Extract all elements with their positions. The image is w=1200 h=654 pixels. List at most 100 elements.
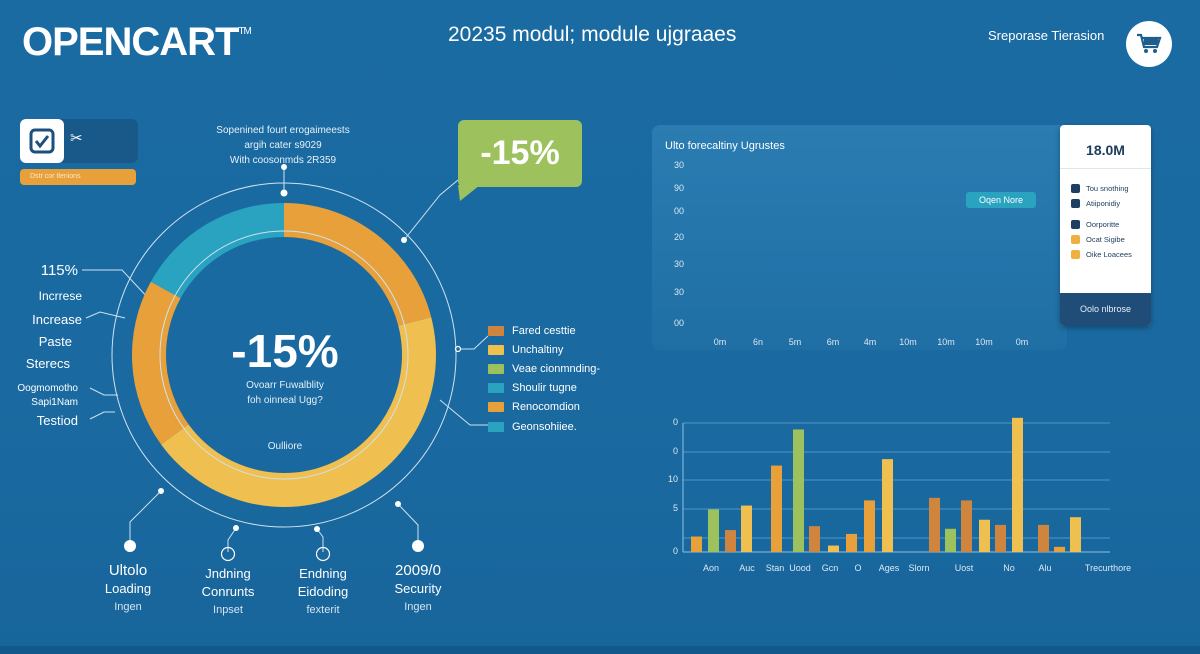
top-note-line: With coosonmds 2R359	[229, 155, 337, 166]
x-tick-label: 6m	[826, 337, 840, 347]
summary-item-label: Tou snothing	[1086, 184, 1129, 193]
legend-item: Unchaltiny	[488, 340, 600, 359]
left-label: Sapi1Nam	[31, 397, 78, 408]
forecast-panel	[652, 125, 1067, 350]
bottom-label-note: Ingen	[404, 601, 432, 613]
donut-center-value: -15%	[231, 325, 339, 377]
connector-dots	[124, 164, 424, 552]
bar	[793, 429, 804, 552]
callout-badge: -15%	[458, 120, 582, 187]
summary-item[interactable]: Oorporitte	[1071, 217, 1151, 232]
page-title: 20235 modul; module ujgraaes	[448, 23, 737, 46]
shopping-cart-button[interactable]	[1126, 21, 1172, 67]
legend-swatch	[488, 363, 504, 374]
summary-item-label: Oike Loacees	[1086, 250, 1132, 259]
legend-item: Veae cionmnding-	[488, 359, 600, 378]
axis-tick-label: 10	[667, 474, 678, 484]
legend-swatch	[488, 383, 504, 394]
legend-label: Geonsohiiee.	[512, 420, 577, 433]
footer-strip	[0, 646, 1200, 654]
x-tick-label: 5m	[788, 337, 802, 347]
legend-item: Renocomdion	[488, 398, 600, 417]
axis-tick-label: 0	[672, 546, 678, 556]
x-tick-label: Uost	[954, 563, 974, 573]
legend-label: Veae cionmnding-	[512, 362, 601, 375]
side-summary-card: 18.0M Tou snothing Atiiponidiy Oorporitt…	[1060, 125, 1151, 326]
bar	[929, 497, 940, 552]
legend-swatch	[488, 421, 504, 432]
bottom-label: Endning Eidoding fexterit	[268, 565, 378, 619]
bottom-label-title: 2009/0	[395, 562, 441, 579]
bar	[741, 505, 752, 552]
donut-slice	[161, 317, 436, 507]
item-icon	[1071, 220, 1080, 229]
bar	[864, 500, 875, 552]
bar	[725, 530, 736, 552]
x-tick-label: Gcn	[821, 563, 839, 573]
left-label: Oogmomotho	[17, 383, 78, 394]
x-tick-label: No	[1003, 563, 1015, 573]
left-label: 115%	[40, 262, 78, 279]
axis-tick-label: 0	[672, 446, 678, 456]
summary-item[interactable]: Atiiponidiy	[1071, 196, 1151, 211]
left-label: Testiod	[36, 413, 78, 428]
donut-center-foot: Oulliore	[267, 441, 303, 452]
summary-item[interactable]: Tou snothing	[1071, 181, 1151, 196]
bar	[995, 524, 1006, 552]
bottom-label-note: Ingen	[114, 601, 142, 613]
item-icon	[1071, 199, 1080, 208]
axis-tick-label: 00	[673, 318, 684, 328]
summary-item-label: Atiiponidiy	[1086, 199, 1121, 208]
callout-tail	[458, 185, 480, 201]
bar	[828, 545, 839, 552]
axis-tick-label: 0	[672, 417, 678, 427]
summary-value: 18.0M	[1060, 125, 1151, 169]
axis-tick-label: 30	[673, 259, 684, 269]
x-tick-label: Uood	[789, 563, 811, 573]
bar	[882, 459, 893, 552]
legend-item: Shoulir tugne	[488, 379, 600, 398]
legend-swatch	[488, 325, 504, 336]
x-tick-label: 6n	[752, 337, 763, 347]
axis-tick-label: 20	[673, 232, 684, 242]
axis-tick-label: 90	[673, 183, 684, 193]
summary-item[interactable]: Oike Loacees	[1071, 247, 1151, 262]
legend-label: Fared cesttie	[512, 324, 576, 337]
shopping-cart-icon	[1137, 33, 1162, 53]
bar	[708, 509, 719, 552]
legend-swatch	[488, 402, 504, 413]
bar	[691, 536, 702, 552]
bottom-label-title: Endning	[299, 566, 347, 581]
item-icon	[1071, 235, 1080, 244]
bar	[979, 519, 990, 552]
bottom-label-title: Ultolo	[108, 562, 148, 579]
bottom-label: Ultolo Loading Ingen	[73, 562, 183, 616]
open-more-button[interactable]: Oqen Nore	[966, 192, 1036, 208]
x-tick-label: 4m	[863, 337, 877, 347]
x-tick-label: 10m	[975, 337, 993, 347]
summary-footer-button[interactable]: Oolo nlbrose	[1060, 293, 1151, 326]
x-tick-label: 0m	[713, 337, 727, 347]
bottom-label-title: Jndning	[205, 566, 251, 581]
bar	[771, 465, 782, 552]
legend-item: Fared cesttie	[488, 321, 600, 340]
header-subtitle: Sreporase Tierasion	[988, 28, 1105, 43]
logo-tm: TM	[238, 26, 251, 37]
bar	[945, 528, 956, 552]
subtitle-line: Ovoarr Fuwalblity	[246, 380, 324, 391]
checkbox-icon	[20, 119, 64, 163]
x-tick-label: 10m	[937, 337, 955, 347]
x-tick-label: Trecurthore	[1084, 563, 1132, 573]
x-tick-label: 0m	[1015, 337, 1029, 347]
item-icon	[1071, 250, 1080, 259]
card-label-bar: Dstr cor tlenions	[20, 169, 136, 185]
top-note-line: argih cater s9029	[244, 140, 322, 151]
donut-center-subtitle: Ovoarr Fuwalblity foh oinneal Ugg?	[200, 378, 370, 408]
summary-item[interactable]: Ocat Sigibe	[1071, 232, 1151, 247]
bottom-label-subtitle: Loading	[104, 581, 152, 596]
donut-legend: Fared cesttie Unchaltiny Veae cionmnding…	[488, 321, 600, 436]
bar	[961, 500, 972, 552]
x-tick-label: Slorn	[908, 563, 930, 573]
subtitle-line: foh oinneal Ugg?	[247, 395, 323, 406]
bottom-label: Jndning Conrunts Inpset	[173, 565, 283, 619]
